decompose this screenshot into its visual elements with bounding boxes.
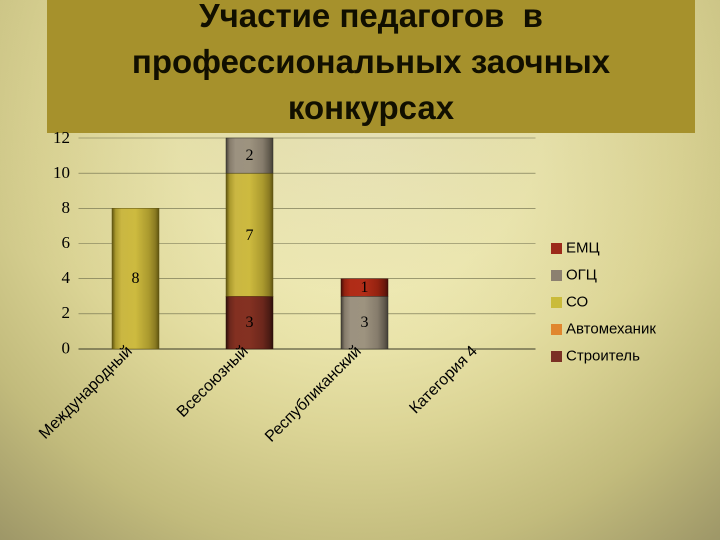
- svg-text:8: 8: [62, 198, 71, 217]
- svg-text:Всесоюзный: Всесоюзный: [174, 343, 252, 421]
- svg-text:8: 8: [132, 270, 140, 287]
- svg-text:Строитель: Строитель: [566, 348, 640, 365]
- svg-text:6: 6: [62, 233, 71, 252]
- svg-text:2: 2: [246, 147, 254, 164]
- svg-text:1: 1: [361, 279, 369, 296]
- svg-text:ОГЦ: ОГЦ: [566, 267, 597, 284]
- svg-text:10: 10: [53, 163, 70, 182]
- svg-text:3: 3: [361, 314, 369, 331]
- svg-text:ЕМЦ: ЕМЦ: [566, 240, 600, 257]
- svg-text:7: 7: [246, 227, 254, 244]
- svg-text:Республиканский: Республиканский: [262, 343, 365, 446]
- svg-text:СО: СО: [566, 294, 588, 311]
- svg-text:4: 4: [62, 268, 71, 287]
- svg-text:12: 12: [53, 128, 70, 147]
- svg-text:Категория 4: Категория 4: [406, 343, 480, 417]
- svg-text:Международный: Международный: [36, 343, 136, 443]
- svg-text:0: 0: [62, 339, 71, 358]
- svg-text:Автомеханик: Автомеханик: [566, 321, 656, 338]
- svg-text:3: 3: [246, 314, 254, 331]
- svg-text:2: 2: [62, 303, 71, 322]
